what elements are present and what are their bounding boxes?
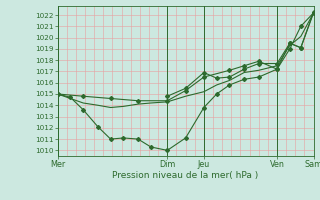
X-axis label: Pression niveau de la mer( hPa ): Pression niveau de la mer( hPa ) [112, 171, 259, 180]
